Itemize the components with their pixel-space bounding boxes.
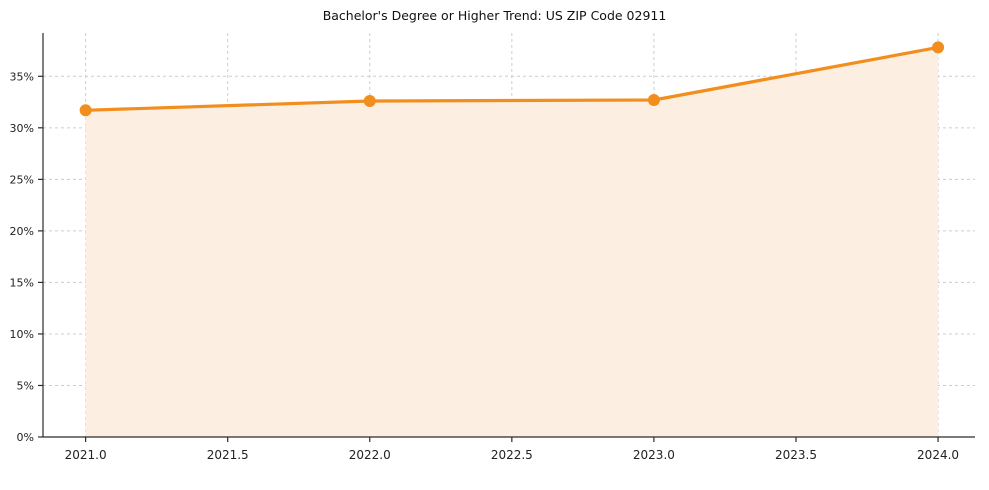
x-tick-label: 2021.5 (207, 448, 249, 462)
y-tick-label: 0% (17, 431, 34, 444)
y-axis-ticks: 0% 5% 10% 15% 20% 25% 30% 35% (10, 70, 43, 444)
x-tick-label: 2023.5 (775, 448, 817, 462)
y-tick-label: 25% (10, 173, 34, 186)
data-point (647, 93, 660, 106)
data-point (932, 41, 945, 54)
x-axis-ticks: 2021.0 2021.5 2022.0 2022.5 2023.0 2023.5 2024… (65, 437, 959, 462)
x-tick-label: 2023.0 (633, 448, 675, 462)
y-tick-label: 35% (10, 70, 34, 83)
data-point (79, 104, 92, 117)
x-tick-label: 2024.0 (917, 448, 959, 462)
y-tick-label: 15% (10, 276, 34, 289)
y-tick-label: 30% (10, 122, 34, 135)
y-tick-label: 5% (17, 379, 34, 392)
trend-line (84, 45, 940, 112)
area-fill (85, 47, 939, 438)
data-points (79, 41, 945, 117)
x-tick-label: 2022.5 (491, 448, 533, 462)
data-point (363, 95, 376, 108)
x-tick-label: 2022.0 (349, 448, 391, 462)
y-tick-label: 10% (10, 328, 34, 341)
x-tick-label: 2021.0 (65, 448, 107, 462)
y-tick-label: 20% (10, 225, 34, 238)
chart-title: Bachelor's Degree or Higher Trend: US ZI… (322, 8, 667, 23)
